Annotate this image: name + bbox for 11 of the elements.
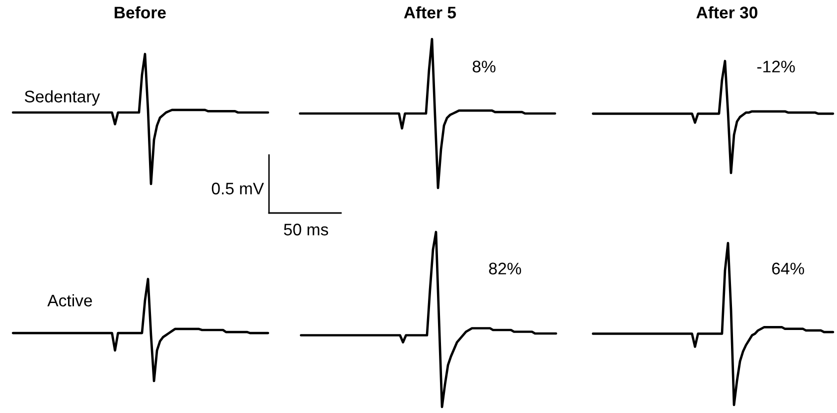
chart-title: After 30 bbox=[696, 6, 758, 18]
annotation: Sedentary bbox=[24, 90, 100, 106]
annotation: 0.5 mV bbox=[212, 182, 264, 194]
chart-title: Before bbox=[114, 6, 166, 18]
annotation: -12% bbox=[757, 60, 795, 72]
annotation: Active bbox=[47, 294, 92, 306]
chart-title: After 5 bbox=[404, 6, 456, 18]
annotation: 82% bbox=[489, 262, 522, 274]
annotation: 8% bbox=[472, 60, 496, 72]
annotation: 50 ms bbox=[284, 224, 328, 236]
annotation: 64% bbox=[772, 262, 804, 274]
